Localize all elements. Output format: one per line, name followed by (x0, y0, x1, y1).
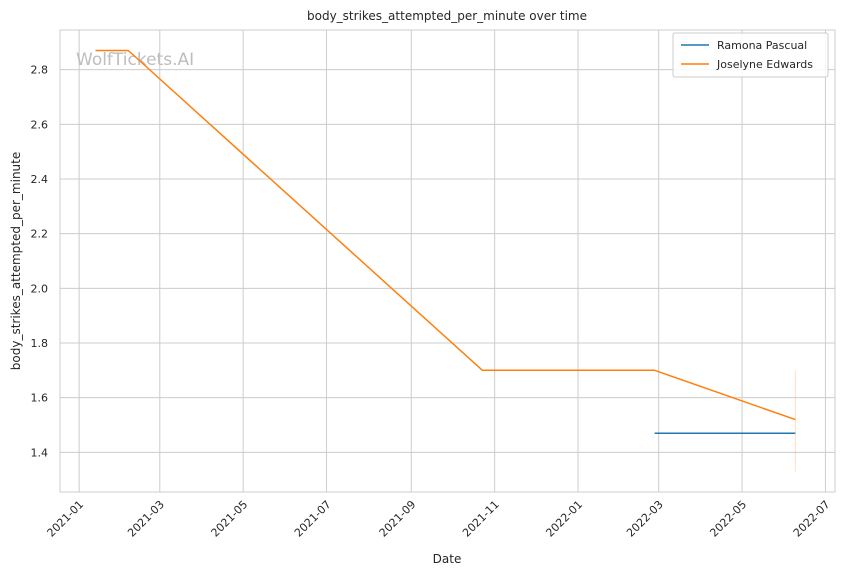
x-axis-ticks: 2021-01 2021-03 2021-05 2021-07 2021-09 2021-… (45, 498, 833, 540)
x-tick-label: 2022-05 (707, 498, 749, 540)
plot-frame (59, 29, 836, 493)
plot-background (60, 30, 835, 492)
x-tick-label: 2021-05 (209, 498, 251, 540)
y-tick-label: 2.4 (31, 173, 49, 186)
x-tick-label: 2022-01 (543, 498, 585, 540)
y-tick-label: 1.6 (31, 392, 49, 405)
y-tick-label: 2.0 (31, 282, 49, 295)
y-axis-title: body_strikes_attempted_per_minute (9, 152, 23, 370)
y-tick-label: 2.6 (31, 118, 49, 131)
y-tick-label: 1.4 (31, 446, 49, 459)
x-tick-label: 2021-03 (125, 498, 167, 540)
x-tick-label: 2021-11 (460, 498, 502, 540)
legend: Ramona Pascual Joselyne Edwards (672, 32, 829, 78)
y-axis-ticks: 1.4 1.6 1.8 2.0 2.2 2.4 2.6 2.8 (31, 64, 49, 460)
legend-label-joselyne: Joselyne Edwards (716, 58, 813, 71)
x-tick-label: 2021-09 (377, 498, 419, 540)
x-tick-label: 2022-03 (624, 498, 666, 540)
y-tick-label: 2.8 (31, 64, 49, 77)
watermark-text: WolfTickets.AI (76, 50, 194, 70)
y-tick-label: 1.8 (31, 337, 49, 350)
y-tick-label: 2.2 (31, 228, 49, 241)
legend-label-ramona: Ramona Pascual (717, 39, 807, 52)
x-tick-label: 2021-01 (45, 498, 87, 540)
series (95, 49, 796, 472)
legend-box (672, 32, 829, 78)
chart-title: body_strikes_attempted_per_minute over t… (307, 9, 587, 23)
x-tick-label: 2022-07 (791, 498, 833, 540)
grid (60, 30, 835, 492)
x-axis-title: Date (433, 552, 462, 566)
x-tick-label: 2021-07 (292, 498, 334, 540)
series-line-joselyne (95, 49, 796, 421)
